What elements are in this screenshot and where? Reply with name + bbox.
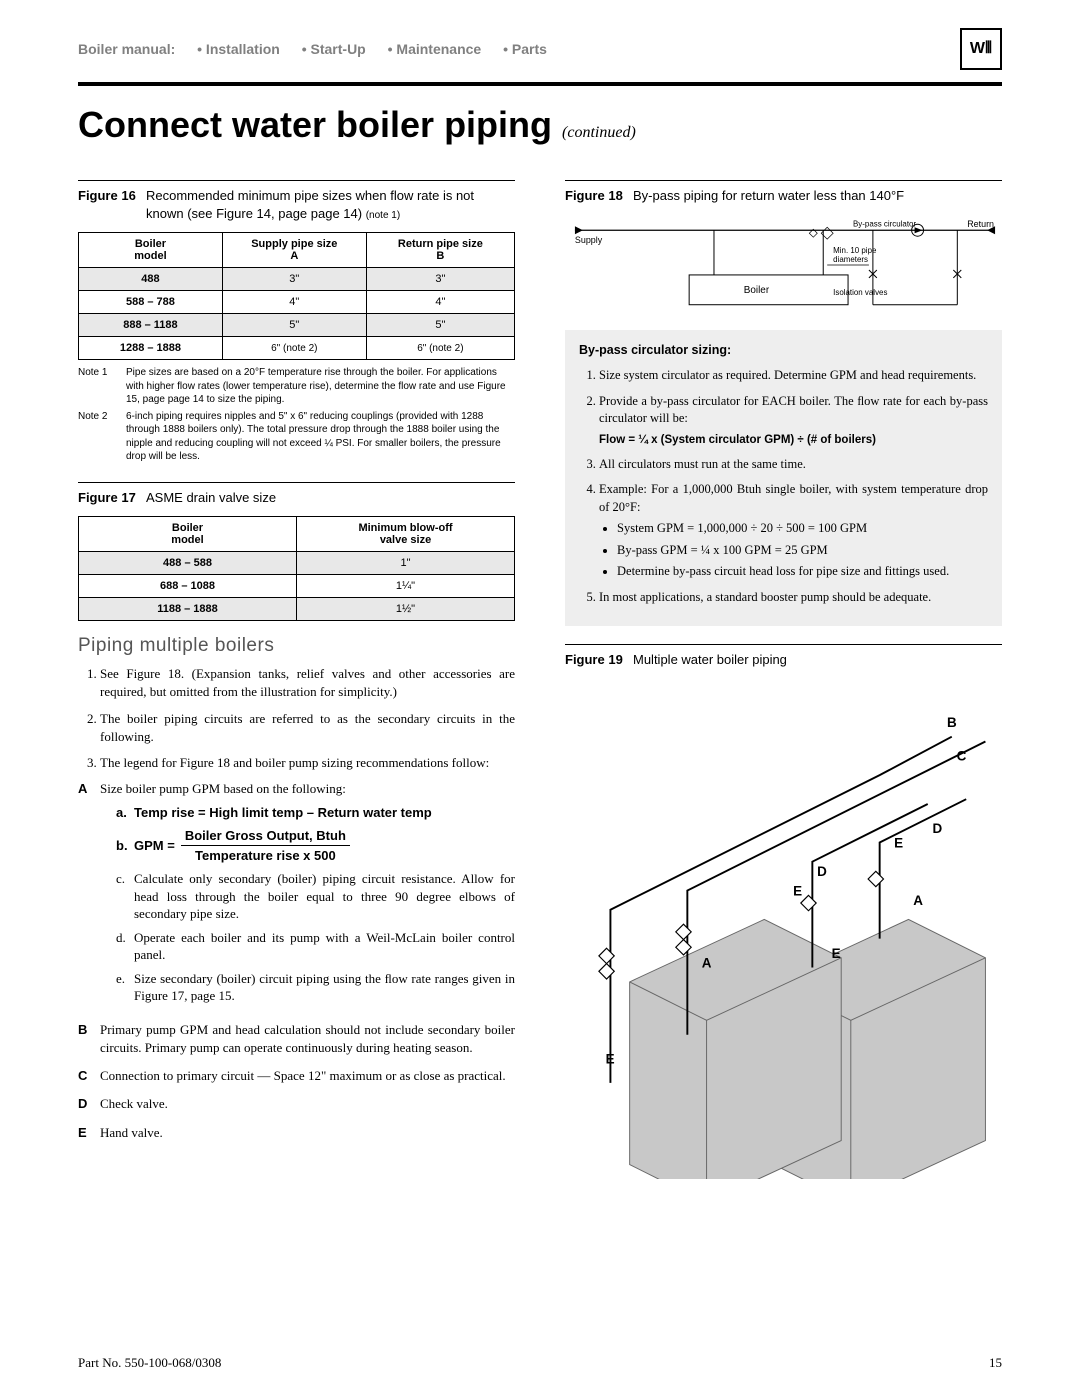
svg-text:E: E	[606, 1051, 615, 1066]
legend-item-d: DCheck valve.	[78, 1095, 515, 1113]
list-item: In most applications, a standard booster…	[599, 589, 988, 607]
col-header: Boilermodel	[79, 517, 297, 552]
breadcrumb-item: Boiler manual:	[78, 41, 175, 57]
table-row: 1288 – 1888 6" (note 2) 6" (note 2)	[79, 337, 515, 360]
breadcrumb-item: • Installation	[197, 41, 280, 57]
figure-label: Figure 18	[565, 187, 633, 205]
list-item: Size system circulator as required. Dete…	[599, 367, 988, 385]
col-header: Minimum blow-offvalve size	[297, 517, 515, 552]
svg-text:E: E	[793, 883, 802, 898]
page-number: 15	[989, 1355, 1002, 1371]
rule	[565, 180, 1002, 181]
left-column: Figure 16 Recommended minimum pipe sizes…	[78, 174, 515, 1179]
col-header: Return pipe sizeB	[366, 233, 514, 268]
figure-17-table: Boilermodel Minimum blow-offvalve size 4…	[78, 516, 515, 621]
svg-text:Isolation valves: Isolation valves	[833, 287, 887, 296]
svg-text:C: C	[957, 748, 967, 763]
svg-text:D: D	[933, 821, 943, 836]
page-header: Boiler manual: • Installation • Start-Up…	[78, 28, 1002, 70]
figure-19-caption: Figure 19 Multiple water boiler piping	[565, 651, 1002, 669]
figure-16-caption: Figure 16 Recommended minimum pipe sizes…	[78, 187, 515, 222]
rule	[78, 482, 515, 483]
brand-logo: W⦀	[960, 28, 1002, 70]
table-row: 588 – 788 4" 4"	[79, 291, 515, 314]
svg-text:E: E	[832, 946, 841, 961]
section-heading: Piping multiple boilers	[78, 635, 515, 657]
rule	[565, 644, 1002, 645]
title-main: Connect water boiler piping	[78, 104, 552, 145]
breadcrumb-item: • Start-Up	[302, 41, 366, 57]
svg-text:A: A	[913, 893, 923, 908]
svg-text:Boiler: Boiler	[744, 284, 770, 295]
legend-item-e: EHand valve.	[78, 1124, 515, 1142]
figure-17-caption: Figure 17 ASME drain valve size	[78, 489, 515, 507]
right-column: Figure 18 By-pass piping for return wate…	[565, 174, 1002, 1179]
svg-text:E: E	[894, 835, 903, 850]
svg-text:A: A	[702, 955, 712, 970]
svg-text:D: D	[817, 864, 827, 879]
svg-text:Return: Return	[967, 219, 994, 229]
list-item: The legend for Figure 18 and boiler pump…	[100, 754, 515, 772]
svg-text:Min. 10 pipe: Min. 10 pipe	[833, 246, 877, 255]
figure-16-notes: Note 1 Pipe sizes are based on a 20°F te…	[78, 366, 515, 464]
flow-formula: Flow = ¼ x (System circulator GPM) ÷ (# …	[599, 432, 988, 448]
header-rule	[78, 82, 1002, 86]
figure-caption-text: ASME drain valve size	[146, 489, 515, 507]
piping-numbered-list: See Figure 18. (Expansion tanks, relief …	[78, 665, 515, 772]
col-header: Boilermodel	[79, 233, 223, 268]
list-item: The boiler piping circuits are referred …	[100, 710, 515, 746]
svg-text:B: B	[947, 715, 957, 730]
list-item: Provide a by-pass circulator for EACH bo…	[599, 393, 988, 448]
figure-label: Figure 17	[78, 489, 146, 507]
svg-text:Supply: Supply	[575, 235, 603, 245]
figure-caption-text: Multiple water boiler piping	[633, 651, 1002, 669]
figure-caption-text: Recommended minimum pipe sizes when flow…	[146, 187, 515, 222]
legend-item-c: CConnection to primary circuit — Space 1…	[78, 1067, 515, 1085]
title-suffix: (continued)	[562, 124, 636, 141]
legend-lettered-list: A Size boiler pump GPM based on the foll…	[78, 780, 515, 1142]
figure-label: Figure 19	[565, 651, 633, 669]
rule	[78, 180, 515, 181]
figure-18-caption: Figure 18 By-pass piping for return wate…	[565, 187, 1002, 205]
col-header: Supply pipe sizeA	[222, 233, 366, 268]
list-item: Example: For a 1,000,000 Btuh single boi…	[599, 481, 988, 581]
legend-item-b: BPrimary pump GPM and head calculation s…	[78, 1021, 515, 1057]
gpm-formula: GPM = Boiler Gross Output, Btuh Temperat…	[134, 828, 515, 864]
svg-text:By-pass circulator: By-pass circulator	[853, 219, 916, 228]
list-item: All circulators must run at the same tim…	[599, 456, 988, 474]
list-item: See Figure 18. (Expansion tanks, relief …	[100, 665, 515, 701]
figure-label: Figure 16	[78, 187, 146, 222]
figure-18-diagram: Supply Return By-pass circulator Boiler …	[565, 215, 1002, 315]
svg-text:diameters: diameters	[833, 255, 868, 264]
part-number: Part No. 550-100-068/0308	[78, 1355, 221, 1371]
figure-16-table: Boilermodel Supply pipe sizeA Return pip…	[78, 232, 515, 360]
page-title: Connect water boiler piping (continued)	[78, 104, 1002, 146]
table-row: 488 3" 3"	[79, 268, 515, 291]
table-row: 888 – 1188 5" 5"	[79, 314, 515, 337]
legend-item-a: A Size boiler pump GPM based on the foll…	[78, 780, 515, 1011]
page-footer: Part No. 550-100-068/0308 15	[78, 1355, 1002, 1371]
breadcrumb: Boiler manual: • Installation • Start-Up…	[78, 41, 565, 57]
bypass-sizing-box: By-pass circulator sizing: Size system c…	[565, 330, 1002, 627]
figure-caption-text: By-pass piping for return water less tha…	[633, 187, 1002, 205]
figure-19-diagram: B C D E A D E E A E	[565, 679, 1002, 1179]
bypass-heading: By-pass circulator sizing:	[579, 342, 988, 360]
breadcrumb-item: • Maintenance	[388, 41, 482, 57]
breadcrumb-item: • Parts	[503, 41, 547, 57]
